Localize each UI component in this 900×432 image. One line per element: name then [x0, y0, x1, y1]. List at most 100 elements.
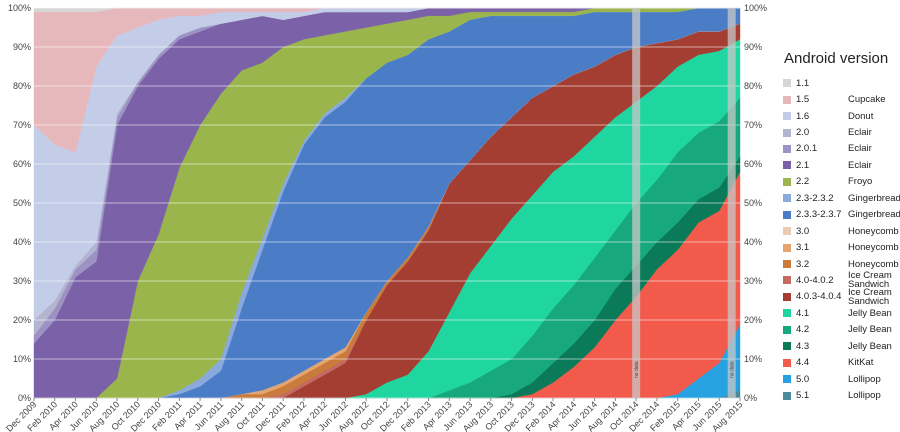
legend-item: 4.4 KitKat: [778, 354, 898, 370]
legend-item: 3.2 Honeycomb: [778, 256, 899, 272]
y2-tick-label: 80%: [744, 81, 762, 91]
legend-swatch: [783, 194, 791, 203]
legend-codename: Ice Cream Sandwich: [848, 270, 892, 291]
y2-tick-label: 0%: [744, 393, 757, 403]
legend-swatch: [783, 391, 791, 400]
legend-title: Android version: [784, 50, 889, 67]
legend-codename: Froyo: [848, 176, 873, 188]
legend-codename: Jelly Bean: [848, 324, 892, 336]
legend-item: 3.1 Honeycomb: [778, 239, 899, 255]
y-tick-label: 60%: [13, 159, 31, 169]
legend-label: 5.1: [796, 390, 810, 402]
legend-swatch: [783, 227, 791, 236]
legend-label: 3.1: [796, 242, 810, 254]
legend-label: 2.0.1: [796, 143, 818, 155]
legend-item: 2.3.3-2.3.7 Gingerbread: [778, 207, 900, 223]
legend-codename: Honeycomb: [848, 258, 899, 270]
legend-item: 4.1 Jelly Bean: [778, 305, 898, 321]
legend-swatch: [783, 358, 791, 367]
y-tick-label: 10%: [13, 354, 31, 364]
y2-tick-label: 10%: [744, 354, 762, 364]
legend-item: 2.1 Eclair: [778, 157, 898, 173]
legend-codename: Cupcake: [848, 94, 886, 106]
legend-label: 4.1: [796, 307, 810, 319]
legend-codename: Eclair: [848, 127, 872, 139]
legend-swatch: [783, 177, 791, 186]
legend-codename: Eclair: [848, 143, 872, 155]
legend-swatch: [783, 128, 791, 137]
legend-label: 2.1: [796, 159, 810, 171]
legend-swatch: [783, 144, 791, 153]
legend-item: 4.2 Jelly Bean: [778, 322, 898, 338]
legend-swatch: [783, 210, 791, 219]
legend-swatch: [783, 375, 791, 384]
legend-item: 5.0 Lollipop: [778, 371, 898, 387]
legend-label: 4.4: [796, 357, 810, 369]
annotation: no data: [634, 361, 640, 378]
legend-item: 3.0 Honeycomb: [778, 223, 899, 239]
legend-codename: Donut: [848, 110, 874, 122]
legend-swatch: [783, 276, 791, 285]
legend-swatch: [783, 243, 791, 252]
y2-tick-label: 40%: [744, 237, 762, 247]
legend-label: 2.0: [796, 127, 810, 139]
legend-swatch: [783, 342, 791, 351]
legend-label: 5.0: [796, 373, 810, 385]
y2-tick-label: 50%: [744, 198, 762, 208]
y-tick-label: 40%: [13, 237, 31, 247]
y2-tick-label: 90%: [744, 42, 762, 52]
y2-tick-label: 70%: [744, 120, 762, 130]
legend-label: 4.0-4.0.2: [796, 274, 834, 286]
legend-item: 1.6 Donut: [778, 108, 898, 124]
legend-swatch: [783, 112, 791, 121]
legend-label: 2.2: [796, 176, 810, 188]
legend: Android version 1.1 1.5 Cupcake 1.6 Donut 2.0…: [778, 50, 900, 404]
y-tick-label: 50%: [13, 198, 31, 208]
y-tick-label: 80%: [13, 81, 31, 91]
legend-swatch: [783, 161, 791, 170]
y2-tick-label: 60%: [744, 159, 762, 169]
y-tick-label: 0%: [18, 393, 31, 403]
chart: 0% 0% 10% 10% 20% 20% 30% 30% 40% 40% 50% 50% 60% 60%…: [4, 3, 767, 432]
legend-label: 1.6: [796, 110, 810, 122]
legend-item: 2.2 Froyo: [778, 174, 898, 190]
y-tick-label: 20%: [13, 315, 31, 325]
legend-item: 2.3-2.3.2 Gingerbread: [778, 190, 900, 206]
legend-swatch: [783, 325, 791, 334]
legend-codename: Honeycomb: [848, 242, 899, 254]
legend-item: 4.3 Jelly Bean: [778, 338, 898, 354]
legend-codename: KitKat: [848, 357, 874, 369]
no-data-band: [727, 8, 736, 398]
legend-swatch: [783, 260, 791, 269]
legend-item: 2.0.1 Eclair: [778, 141, 898, 157]
legend-item: 1.5 Cupcake: [778, 91, 898, 107]
legend-swatch: [783, 79, 791, 88]
legend-item: 1.1: [778, 75, 898, 91]
legend-label: 1.5: [796, 94, 810, 106]
legend-codename: Ice Cream Sandwich: [848, 286, 892, 307]
legend-item: 2.0 Eclair: [778, 124, 898, 140]
y2-tick-label: 100%: [744, 3, 767, 13]
legend-item: 4.0-4.0.2 Ice Cream Sandwich: [778, 270, 898, 291]
legend-swatch: [783, 292, 791, 301]
legend-codename: Eclair: [848, 159, 872, 171]
y-tick-label: 90%: [13, 42, 31, 52]
legend-label: 2.3-2.3.2: [796, 192, 834, 204]
annotation: no data: [730, 361, 736, 378]
legend-item: 5.1 Lollipop: [778, 387, 898, 403]
y-tick-label: 100%: [8, 3, 31, 13]
y2-tick-label: 20%: [744, 315, 762, 325]
legend-codename: Honeycomb: [848, 225, 899, 237]
no-data-band: [632, 8, 641, 398]
legend-label: 4.2: [796, 324, 810, 336]
y-tick-label: 30%: [13, 276, 31, 286]
legend-label: 4.0.3-4.0.4: [796, 291, 842, 303]
y2-tick-label: 30%: [744, 276, 762, 286]
legend-item: 4.0.3-4.0.4 Ice Cream Sandwich: [778, 286, 898, 307]
legend-swatch: [783, 95, 791, 104]
legend-codename: Jelly Bean: [848, 307, 892, 319]
legend-swatch: [783, 309, 791, 318]
legend-codename: Gingerbread: [848, 209, 900, 221]
legend-label: 3.0: [796, 225, 810, 237]
